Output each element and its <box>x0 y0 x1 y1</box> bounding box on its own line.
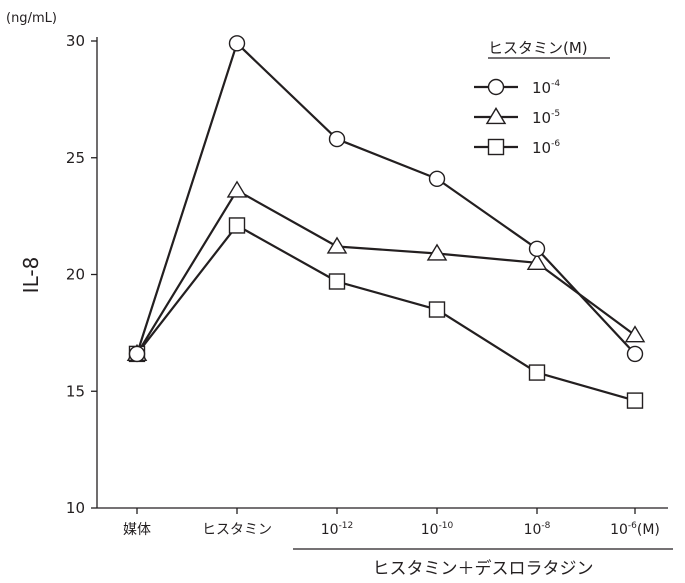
series-line <box>135 42 636 355</box>
data-point-circle <box>428 170 446 187</box>
x-tick-label: ヒスタミン <box>202 522 272 538</box>
legend-title: ヒスタミン(M) <box>488 39 588 57</box>
data-point-triangle <box>326 236 348 254</box>
y-unit-label: (ng/mL) <box>6 11 57 26</box>
legend-item: 10-6 <box>474 138 560 157</box>
data-point-circle <box>128 345 146 363</box>
data-point-triangle <box>226 180 248 198</box>
y-ticks: 10 15 20 25 30 <box>66 32 97 517</box>
series-line <box>136 189 636 355</box>
data-point-square <box>428 301 446 318</box>
data-point-square <box>487 138 505 156</box>
series-square <box>136 224 636 402</box>
series-triangle <box>136 189 636 355</box>
group-label: ヒスタミン＋デスロラタジン <box>373 558 594 579</box>
x-tick-label: 10-12 <box>321 521 354 538</box>
series-group <box>126 35 646 409</box>
data-point-triangle <box>426 243 448 261</box>
data-point-circle <box>228 35 246 52</box>
data-point-triangle <box>624 325 646 343</box>
data-point-square <box>328 273 346 290</box>
x-tick-label: 10-10 <box>421 521 454 538</box>
data-point-circle <box>487 78 505 96</box>
legend-label: 10-6 <box>532 139 560 157</box>
axes <box>96 37 673 550</box>
y-axis-label: IL-8 <box>19 257 43 294</box>
y-tick-label: 15 <box>66 382 85 400</box>
data-point-circle <box>328 130 346 148</box>
data-point-triangle <box>526 252 548 270</box>
legend-label: 10-5 <box>532 109 560 127</box>
y-tick-label: 20 <box>66 266 85 284</box>
legend-label: 10-4 <box>532 79 560 97</box>
y-tick-label: 30 <box>66 32 85 50</box>
legend-item: 10-5 <box>474 107 560 127</box>
data-point-circle <box>528 240 546 258</box>
data-point-square <box>626 392 644 409</box>
series-markers-triangle <box>126 180 646 362</box>
y-tick-label: 25 <box>66 149 85 167</box>
legend-item: 10-4 <box>474 78 560 97</box>
y-tick-label: 10 <box>66 499 85 517</box>
x-categories: 媒体 ヒスタミン 10-12 10-10 10-8 10-6(M) <box>123 508 660 538</box>
series-markers-circle <box>128 35 644 363</box>
x-tick-label: 10-8 <box>524 521 551 538</box>
x-tick-label: 10-6(M) <box>610 521 660 538</box>
data-point-triangle <box>485 107 507 125</box>
legend: ヒスタミン(M) 10-4 10-5 10-6 <box>474 39 610 157</box>
series-line <box>136 224 636 402</box>
series-markers-square <box>128 217 644 409</box>
data-point-square <box>528 364 546 381</box>
series-circle <box>135 42 636 355</box>
data-point-circle <box>626 345 644 363</box>
data-point-square <box>228 217 246 234</box>
x-tick-label: 媒体 <box>123 522 151 538</box>
